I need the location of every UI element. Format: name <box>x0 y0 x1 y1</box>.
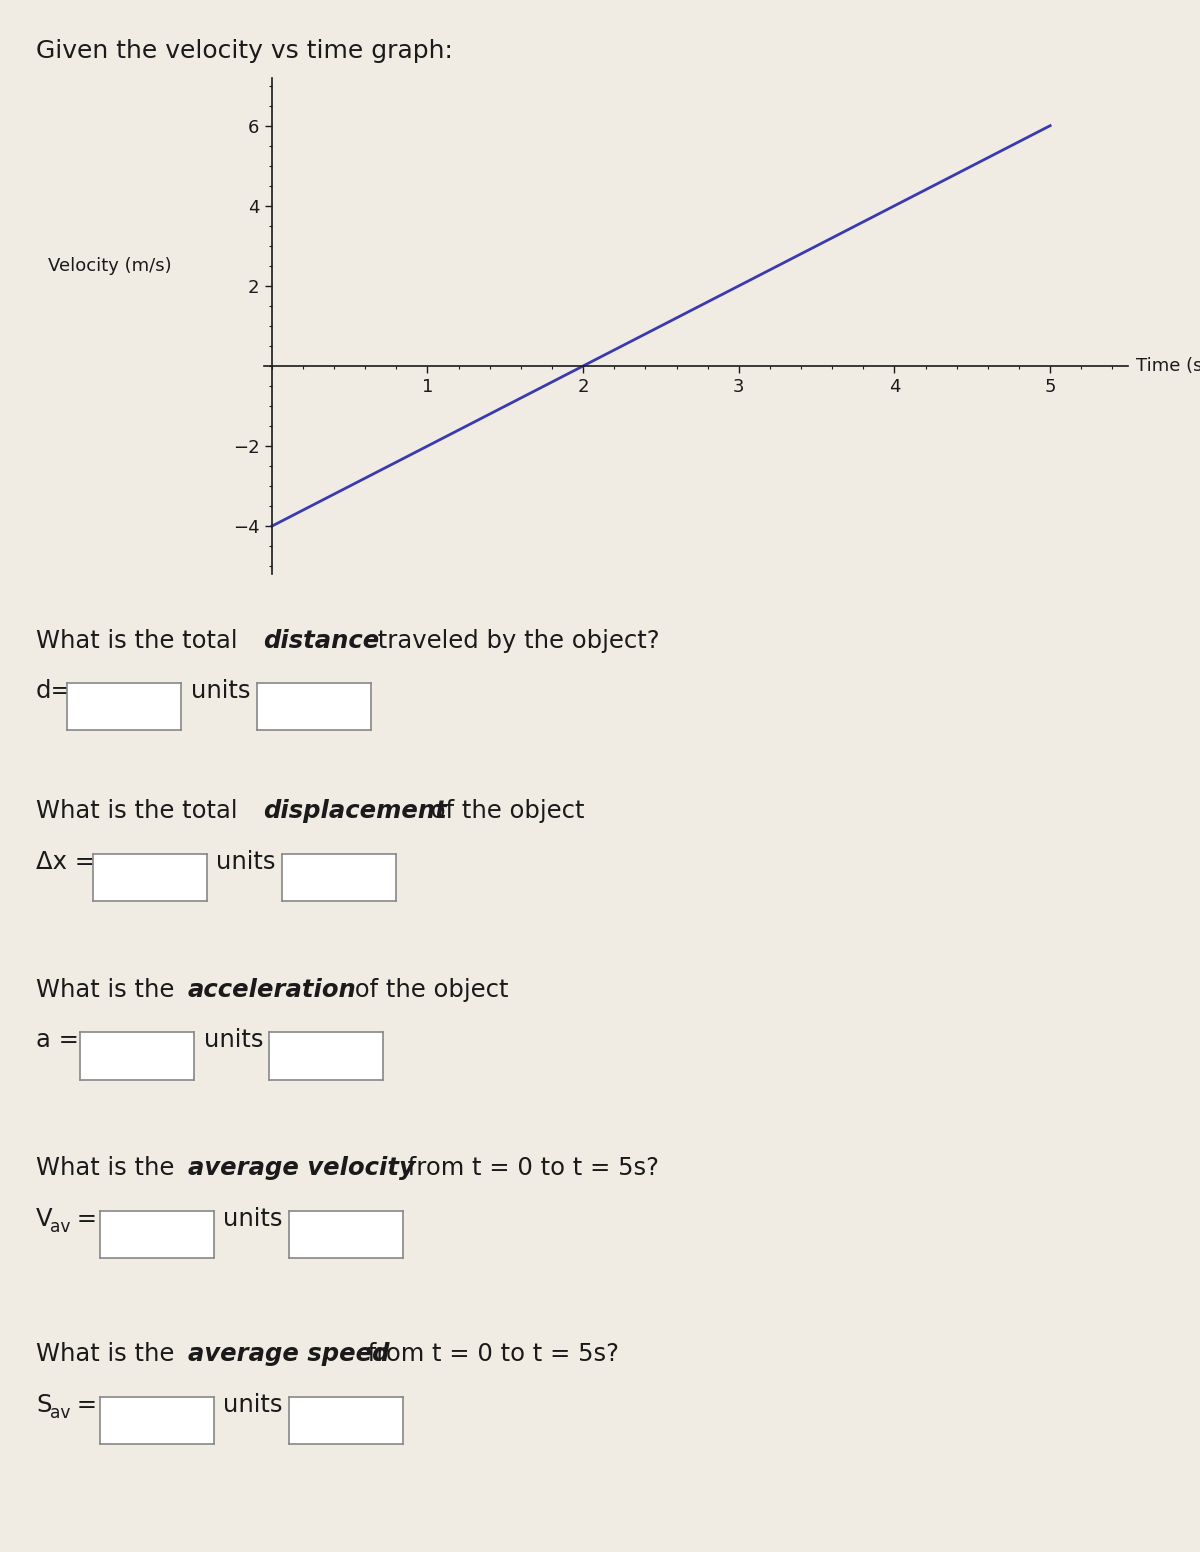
Text: units: units <box>204 1029 263 1052</box>
Text: =: = <box>70 1394 97 1417</box>
Text: units: units <box>223 1207 283 1231</box>
Text: V: V <box>36 1207 53 1231</box>
Text: =: = <box>70 1207 97 1231</box>
Text: Time (s): Time (s) <box>1135 357 1200 376</box>
Text: What is the total: What is the total <box>36 799 245 823</box>
Text: of the object: of the object <box>422 799 584 823</box>
Text: What is the total: What is the total <box>36 629 245 652</box>
Text: acceleration: acceleration <box>187 978 356 1001</box>
Text: What is the: What is the <box>36 1156 182 1180</box>
Text: average velocity: average velocity <box>187 1156 414 1180</box>
Text: S: S <box>36 1394 52 1417</box>
Text: d=: d= <box>36 680 72 703</box>
Text: av: av <box>50 1405 71 1422</box>
Text: displacement: displacement <box>264 799 448 823</box>
Text: traveled by the object?: traveled by the object? <box>370 629 659 652</box>
Text: units: units <box>216 850 276 874</box>
Text: Velocity (m/s): Velocity (m/s) <box>48 258 172 275</box>
Text: from t = 0 to t = 5s?: from t = 0 to t = 5s? <box>360 1342 619 1366</box>
Text: average speed: average speed <box>187 1342 389 1366</box>
Text: from t = 0 to t = 5s?: from t = 0 to t = 5s? <box>400 1156 659 1180</box>
Text: What is the: What is the <box>36 978 182 1001</box>
Text: What is the: What is the <box>36 1342 182 1366</box>
Text: of the object: of the object <box>347 978 509 1001</box>
Text: Δx =: Δx = <box>36 850 95 874</box>
Text: av: av <box>50 1218 71 1235</box>
Text: a =: a = <box>36 1029 79 1052</box>
Text: Given the velocity vs time graph:: Given the velocity vs time graph: <box>36 39 452 62</box>
Text: units: units <box>191 680 251 703</box>
Text: units: units <box>223 1394 283 1417</box>
Text: distance: distance <box>264 629 379 652</box>
